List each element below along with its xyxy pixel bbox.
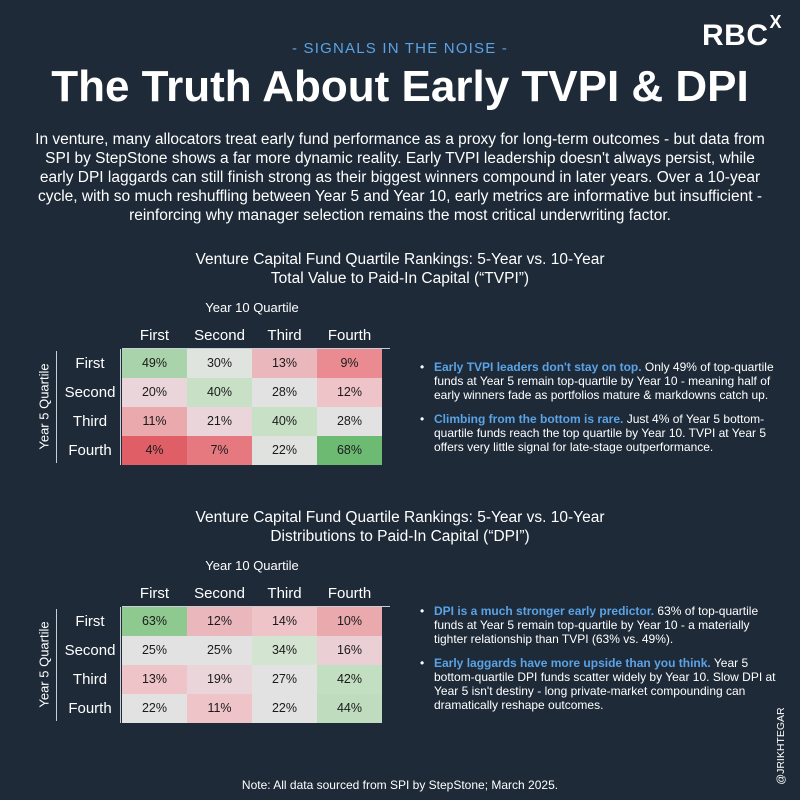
matrix-cell: 12% [317, 378, 382, 407]
col-header-fourth: Fourth [327, 327, 372, 344]
matrix-cell: 25% [187, 636, 252, 665]
dpi-title-line1: Venture Capital Fund Quartile Rankings: … [195, 509, 605, 526]
row-header-second: Second [64, 384, 116, 401]
row-divider [120, 349, 121, 465]
insight-text: Just 4% of Year 5 bottom-quartile funds … [434, 412, 767, 454]
matrix-cell: 25% [122, 636, 187, 665]
bullet-dot: • [420, 412, 425, 426]
page-title: The Truth About Early TVPI & DPI [51, 62, 749, 111]
matrix-cell: 30% [187, 349, 252, 378]
row-header-first: First [75, 355, 105, 372]
header-divider [122, 606, 390, 607]
insight-lead: Climbing from the bottom is rare. [434, 412, 624, 426]
row-header-fourth: Fourth [68, 700, 112, 717]
matrix-cell: 68% [317, 436, 382, 465]
row-header-third: Third [72, 413, 108, 430]
tvpi-title: Venture Capital Fund Quartile Rankings: … [0, 250, 800, 288]
col-header-second: Second [194, 327, 245, 344]
col-header-fourth: Fourth [327, 585, 372, 602]
kicker: - SIGNALS IN THE NOISE - [291, 40, 509, 57]
matrix-cell: 13% [122, 665, 187, 694]
matrix-cell: 42% [317, 665, 382, 694]
matrix-cell: 22% [122, 694, 187, 723]
bullet-dot: • [420, 604, 425, 618]
source-note: Note: All data sourced from SPI by StepS… [241, 778, 559, 792]
col-group-label: Year 10 Quartile [205, 558, 299, 573]
matrix-cell: 27% [252, 665, 317, 694]
matrix-cell: 11% [187, 694, 252, 723]
row-axis-label: Year 5 Quartile [36, 621, 52, 708]
bullet-dot: • [420, 656, 425, 670]
insight-bullet: • Climbing from the bottom is rare. Just … [420, 412, 780, 454]
matrix-cell: 9% [317, 349, 382, 378]
dpi-title: Venture Capital Fund Quartile Rankings: … [0, 508, 800, 546]
rbcx-logo: RBCX [701, 12, 782, 53]
tvpi-insights: • Early TVPI leaders don't stay on top. O… [420, 360, 780, 464]
matrix-cell: 63% [122, 607, 187, 636]
matrix-cell: 22% [252, 694, 317, 723]
matrix-cell: 44% [317, 694, 382, 723]
row-header-second: Second [64, 642, 116, 659]
insight-lead: Early TVPI leaders don't stay on top. [434, 360, 642, 374]
insight-text: 63% of top-quartile funds at Year 5 rema… [434, 604, 759, 646]
row-axis-label: Year 5 Quartile [36, 363, 52, 450]
insight-bullet: • Early laggards have more upside than yo… [420, 656, 780, 712]
matrix-cell: 21% [187, 407, 252, 436]
matrix-cell: 40% [187, 378, 252, 407]
matrix-cell: 11% [122, 407, 187, 436]
dpi-insights: • DPI is a much stronger early predictor.… [420, 604, 780, 722]
insight-lead: DPI is a much stronger early predictor. [434, 604, 655, 618]
logo-text: RBC [701, 19, 769, 52]
row-header-first: First [75, 613, 105, 630]
matrix-cell: 34% [252, 636, 317, 665]
row-header-third: Third [72, 671, 108, 688]
matrix-cell: 49% [122, 349, 187, 378]
row-header-fourth: Fourth [68, 442, 112, 459]
bullet-dot: • [420, 360, 425, 374]
matrix-cell: 40% [252, 407, 317, 436]
matrix-cell: 28% [317, 407, 382, 436]
matrix-cell: 28% [252, 378, 317, 407]
matrix-cell: 10% [317, 607, 382, 636]
col-header-first: First [139, 327, 170, 344]
col-header-third: Third [267, 585, 302, 602]
matrix-cell: 4% [122, 436, 187, 465]
matrix-cell: 13% [252, 349, 317, 378]
matrix-cell: 20% [122, 378, 187, 407]
tvpi-title-line1: Venture Capital Fund Quartile Rankings: … [195, 251, 605, 268]
insight-bullet: • DPI is a much stronger early predictor.… [420, 604, 780, 646]
matrix-cell: 19% [187, 665, 252, 694]
insight-bullet: • Early TVPI leaders don't stay on top. O… [420, 360, 780, 402]
matrix-cell: 22% [252, 436, 317, 465]
col-group-label: Year 10 Quartile [205, 300, 299, 315]
axis-divider [56, 351, 57, 463]
matrix-cell: 12% [187, 607, 252, 636]
matrix-cell: 7% [187, 436, 252, 465]
intro-paragraph: In venture, many allocators treat early … [35, 131, 765, 224]
matrix-cell: 16% [317, 636, 382, 665]
dpi-title-line2: Distributions to Paid-In Capital (“DPI”) [270, 528, 530, 545]
author-handle: @JRIKHTEGAR [775, 707, 787, 785]
col-header-first: First [139, 585, 170, 602]
col-header-second: Second [194, 585, 245, 602]
header-divider [122, 348, 390, 349]
matrix-cell: 14% [252, 607, 317, 636]
insight-text: Year 5 bottom-quartile DPI funds scatter… [434, 656, 776, 712]
insight-lead: Early laggards have more upside than you… [434, 656, 711, 670]
row-divider [120, 607, 121, 723]
axis-divider [56, 609, 57, 721]
insight-text: Only 49% of top-quartile funds at Year 5… [434, 360, 774, 402]
col-header-third: Third [267, 327, 302, 344]
tvpi-title-line2: Total Value to Paid-In Capital (“TVPI”) [270, 270, 530, 287]
logo-superscript: X [769, 12, 782, 32]
